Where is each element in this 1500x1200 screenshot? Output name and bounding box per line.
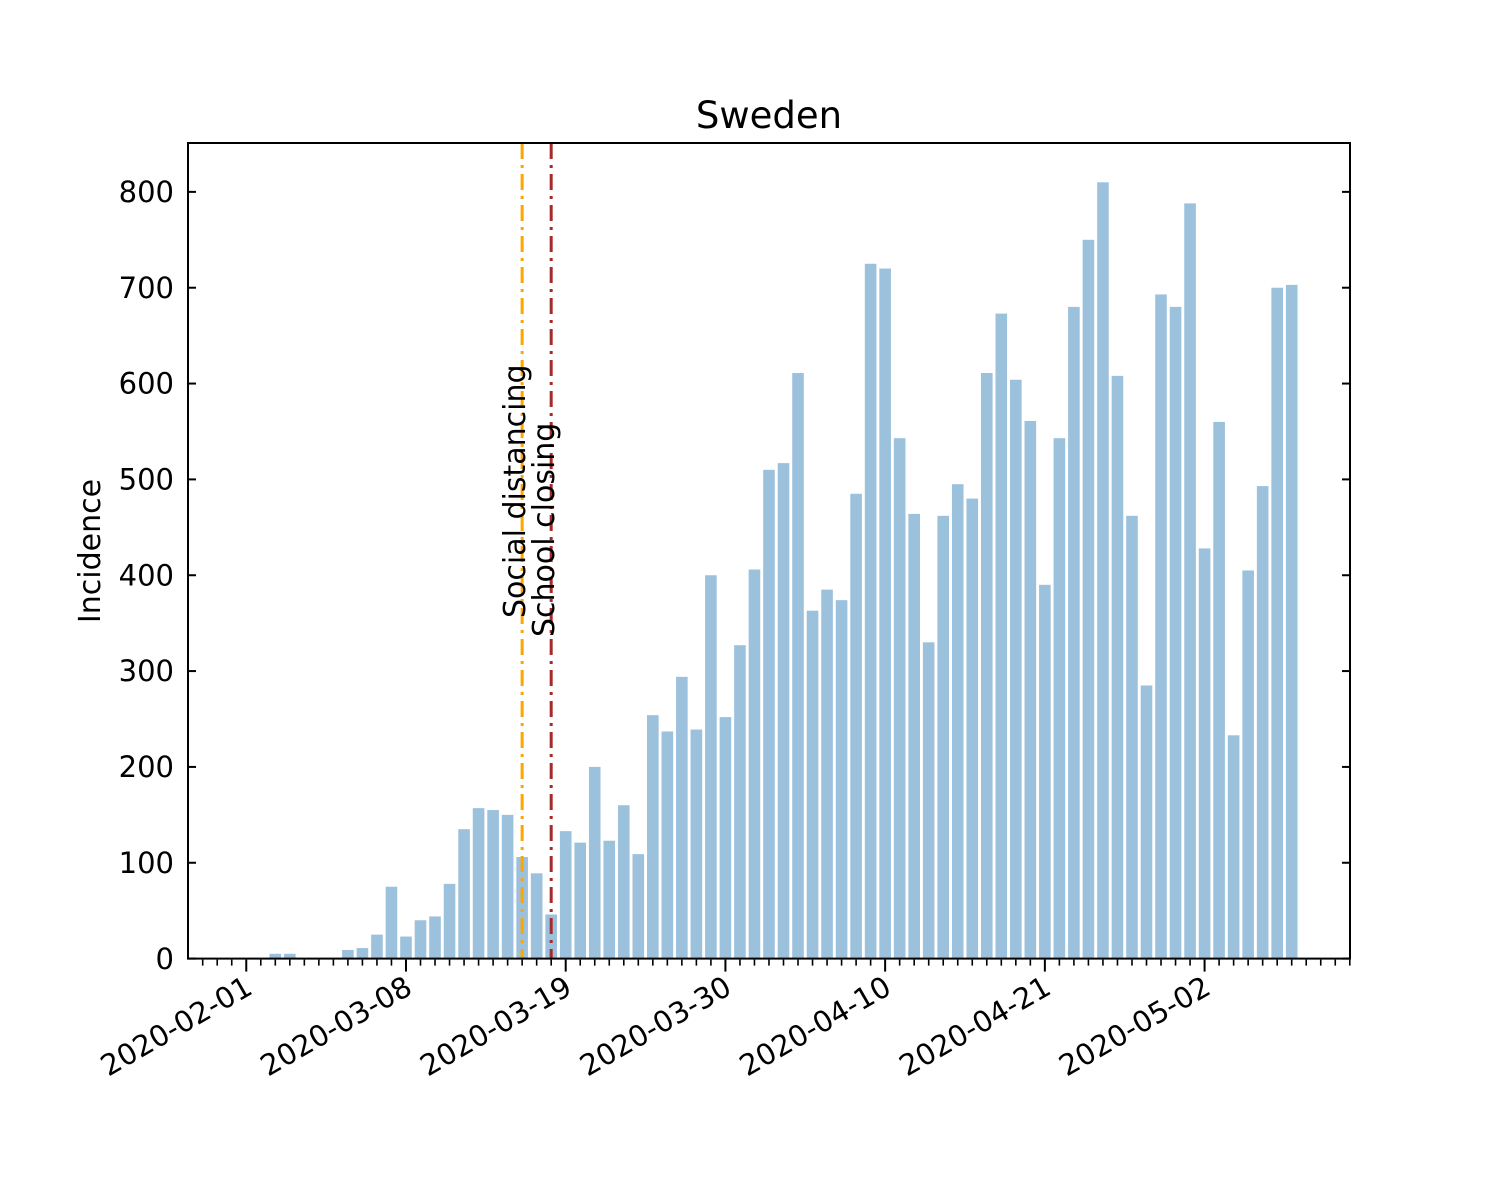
bar (1097, 182, 1109, 959)
bar (530, 873, 543, 959)
bar (588, 766, 601, 959)
bar (777, 463, 790, 959)
bar (516, 857, 528, 959)
bar (284, 953, 296, 959)
bar (864, 263, 877, 959)
bar (922, 642, 935, 959)
bar (487, 810, 499, 959)
x-tick-label: 2020-04-21 (893, 969, 1056, 1083)
bar (1169, 306, 1182, 959)
annotation-social-distancing: Social distancing (498, 364, 533, 618)
bar (966, 498, 979, 959)
bar (1053, 438, 1066, 959)
bar (763, 469, 775, 959)
x-tick-label: 2020-04-10 (734, 969, 897, 1083)
bar (705, 575, 717, 959)
bar (342, 949, 354, 959)
bar (1039, 584, 1051, 959)
y-tick-label: 100 (119, 846, 174, 880)
y-tick-label: 500 (119, 463, 174, 497)
bar (1010, 379, 1022, 959)
y-tick-label: 300 (119, 654, 174, 688)
bar (1184, 203, 1196, 959)
bar (980, 373, 993, 959)
bar (1285, 284, 1298, 959)
bar (458, 829, 470, 959)
bar (792, 373, 804, 959)
bar (676, 676, 688, 959)
y-tick-label: 200 (119, 750, 174, 784)
bar (632, 854, 645, 959)
bar (371, 934, 383, 959)
bar (908, 513, 920, 959)
bar (1242, 570, 1254, 959)
bar (1111, 375, 1124, 959)
bar (647, 715, 659, 959)
bar (269, 953, 282, 959)
bar (443, 883, 456, 959)
bar (995, 313, 1008, 959)
bar (1227, 735, 1240, 959)
bar (719, 717, 732, 959)
bar (893, 438, 906, 959)
bar (1068, 306, 1080, 959)
bar (400, 936, 412, 959)
y-tick-label: 600 (119, 367, 174, 401)
bar (1213, 421, 1225, 959)
y-tick-label: 800 (119, 175, 174, 209)
bar (603, 840, 616, 959)
bar (835, 600, 848, 959)
bar (1198, 548, 1211, 959)
y-tick-label: 400 (119, 558, 174, 592)
bar (734, 645, 746, 959)
x-tick-label: 2020-03-19 (414, 969, 577, 1083)
bar (937, 515, 950, 959)
bar (661, 731, 674, 959)
bar (806, 610, 819, 959)
bar (545, 914, 557, 959)
bar (429, 916, 441, 959)
chart-title: Sweden (696, 94, 842, 137)
bar (1155, 294, 1167, 959)
bar (879, 268, 891, 959)
x-tick-label: 2020-05-02 (1053, 969, 1216, 1083)
bar (617, 805, 630, 959)
axes-spines (187, 142, 1351, 960)
bar (574, 842, 587, 959)
bar (1024, 420, 1037, 959)
bar (1126, 515, 1138, 959)
bar (690, 729, 703, 959)
bar (748, 569, 761, 959)
bar (1271, 287, 1283, 959)
x-tick-label: 2020-02-01 (95, 969, 258, 1083)
bar (821, 589, 833, 959)
y-axis-label: Incidence (73, 479, 108, 623)
annotation-school-closing: School closing (527, 423, 562, 637)
bar (850, 493, 862, 959)
bar (951, 484, 964, 959)
bar (472, 808, 485, 959)
bar (559, 831, 572, 959)
bar (385, 886, 398, 959)
bar (1140, 685, 1153, 959)
bar (356, 948, 369, 959)
plot-area: 01002003004005006007008002020-02-012020-… (95, 142, 1351, 1083)
x-tick-label: 2020-03-30 (574, 969, 737, 1083)
bar (501, 814, 514, 959)
x-tick-label: 2020-03-08 (255, 969, 418, 1083)
bar (414, 920, 427, 959)
bar (1256, 486, 1269, 959)
bar (1082, 239, 1095, 959)
y-tick-label: 700 (119, 271, 174, 305)
y-tick-label: 0 (156, 942, 174, 976)
